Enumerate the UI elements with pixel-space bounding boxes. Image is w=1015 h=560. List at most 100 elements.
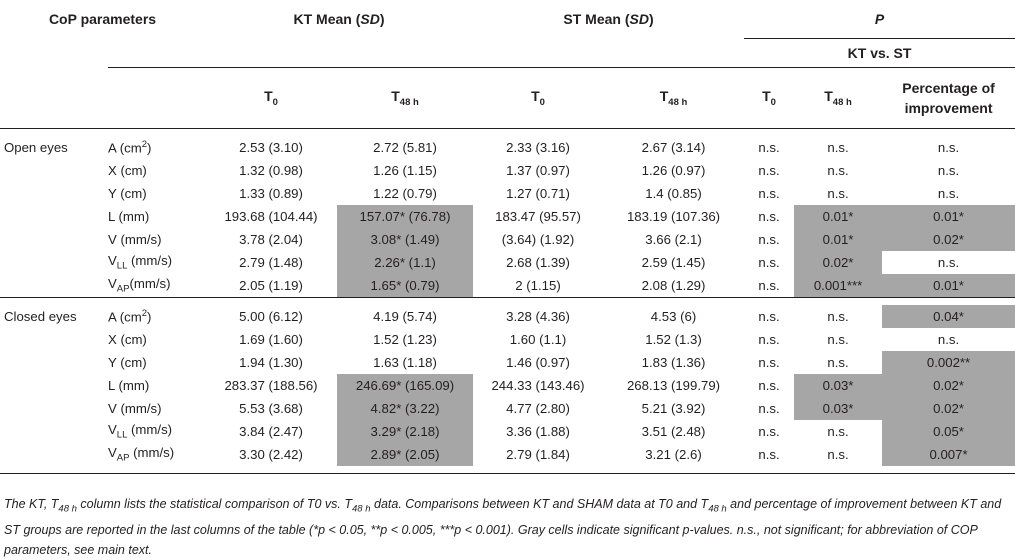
- cell-pct: 0.02*: [882, 228, 1015, 251]
- cell-kt-t0: 3.78 (2.04): [239, 232, 303, 247]
- table-row: X (cm) 1.32 (0.98) 1.26 (1.15) 1.37 (0.97) 1…: [0, 159, 1015, 182]
- table-row: VAP (mm/s) 3.30 (2.42) 2.89* (2.05) 2.79 (1…: [0, 443, 1015, 466]
- cell-kt-t48: 3.08* (1.49): [337, 228, 474, 251]
- cell-p-t48: n.s.: [827, 447, 849, 462]
- cell-p-t0: n.s.: [758, 401, 780, 416]
- cell-p-t0: n.s.: [758, 232, 780, 247]
- cell-pct: n.s.: [937, 255, 960, 270]
- cell-st-t0: 1.60 (1.1): [509, 332, 567, 347]
- header-percentage-improvement: Percentage of improvement: [882, 67, 1015, 129]
- cell-kt-t0: 1.33 (0.89): [239, 186, 303, 201]
- cell-st-t48: 1.83 (1.36): [641, 355, 706, 370]
- cell-kt-t48: 3.29* (2.18): [337, 420, 474, 443]
- parameter-label: L (mm): [108, 378, 150, 393]
- parameter-label: VAP(mm/s): [108, 276, 171, 295]
- cell-p-t0: n.s.: [758, 309, 780, 324]
- group-label: [0, 397, 108, 420]
- cell-p-t48: 0.01*: [794, 228, 883, 251]
- cell-kt-t0: 1.69 (1.60): [239, 332, 303, 347]
- cell-pct: 0.04*: [882, 305, 1015, 328]
- group-label: Open eyes: [4, 140, 68, 155]
- cell-st-t48: 2.08 (1.29): [641, 278, 706, 293]
- header-st-mean: ST Mean (SD): [563, 11, 654, 28]
- cell-st-t0: 2 (1.15): [515, 278, 561, 293]
- group-label: [0, 182, 108, 205]
- parameter-label: V (mm/s): [108, 401, 162, 416]
- cell-st-t0: 2.79 (1.84): [506, 447, 570, 462]
- table-row: X (cm) 1.69 (1.60) 1.52 (1.23) 1.60 (1.1) 1.…: [0, 328, 1015, 351]
- cell-st-t48: 183.19 (107.36): [626, 209, 721, 224]
- header-kt-t0: T0: [205, 67, 338, 129]
- cell-st-t0: 244.33 (143.46): [491, 378, 585, 393]
- parameter-label: VAP (mm/s): [108, 445, 175, 464]
- group-label: Closed eyes: [4, 309, 77, 324]
- group-label: [0, 274, 108, 298]
- cell-st-t0: 2.33 (3.16): [506, 140, 570, 155]
- cell-kt-t0: 3.84 (2.47): [239, 424, 303, 439]
- cell-st-t0: 3.28 (4.36): [506, 309, 570, 324]
- cell-st-t0: 3.36 (1.88): [506, 424, 570, 439]
- cell-kt-t48: 4.19 (5.74): [373, 309, 437, 324]
- cell-kt-t48: 2.26* (1.1): [337, 251, 474, 274]
- cell-st-t48: 3.21 (2.6): [645, 447, 702, 462]
- cell-p-t0: n.s.: [758, 447, 780, 462]
- cell-p-t0: n.s.: [758, 332, 780, 347]
- cell-kt-t0: 5.53 (3.68): [239, 401, 303, 416]
- table-row: L (mm) 283.37 (188.56) 246.69* (165.09) 244…: [0, 374, 1015, 397]
- cell-st-t48: 1.26 (0.97): [641, 163, 706, 178]
- header-kt-vs-st: KT vs. ST: [744, 38, 1015, 68]
- cell-kt-t48: 1.63 (1.18): [373, 355, 437, 370]
- cell-pct: n.s.: [937, 332, 960, 347]
- header-p: P: [744, 0, 1015, 39]
- table-row: Closed eyes A (cm2) 5.00 (6.12) 4.19 (5.74)…: [0, 305, 1015, 328]
- cell-pct: n.s.: [937, 186, 960, 201]
- parameter-label: A (cm2): [108, 139, 152, 156]
- cell-st-t48: 268.13 (199.79): [626, 378, 721, 393]
- cell-pct: n.s.: [937, 140, 960, 155]
- group-label: [0, 328, 108, 351]
- cell-kt-t0: 5.00 (6.12): [239, 309, 303, 324]
- cell-pct: 0.01*: [882, 274, 1015, 298]
- group-label: [0, 251, 108, 274]
- cell-pct: 0.02*: [882, 397, 1015, 420]
- cell-kt-t0: 2.79 (1.48): [239, 255, 303, 270]
- cell-st-t48: 1.4 (0.85): [645, 186, 702, 201]
- cell-st-t48: 2.67 (3.14): [641, 140, 706, 155]
- cell-kt-t48: 2.89* (2.05): [337, 443, 474, 466]
- header-kt-mean: KT Mean (SD): [293, 11, 385, 28]
- parameter-label: Y (cm): [108, 355, 147, 370]
- cell-p-t48: 0.001***: [794, 274, 883, 298]
- cell-p-t48: n.s.: [827, 140, 849, 155]
- cell-p-t0: n.s.: [758, 163, 780, 178]
- cell-p-t48: 0.01*: [794, 205, 883, 228]
- parameter-label: X (cm): [108, 163, 147, 178]
- header-cop-parameters: CoP parameters: [48, 11, 157, 28]
- group-label: [0, 443, 108, 466]
- table-row: Y (cm) 1.33 (0.89) 1.22 (0.79) 1.27 (0.71) 1…: [0, 182, 1015, 205]
- cell-st-t0: 2.68 (1.39): [506, 255, 570, 270]
- cell-kt-t48: 157.07* (76.78): [337, 205, 474, 228]
- parameter-label: V (mm/s): [108, 232, 162, 247]
- cell-kt-t0: 3.30 (2.42): [239, 447, 303, 462]
- parameter-label: VLL (mm/s): [108, 253, 173, 272]
- cell-st-t0: 1.27 (0.71): [506, 186, 570, 201]
- header-p-t0: T0: [744, 67, 795, 129]
- cell-kt-t0: 1.94 (1.30): [239, 355, 303, 370]
- cell-kt-t48: 246.69* (165.09): [337, 374, 474, 397]
- header-kt-t48: T48 h: [337, 67, 474, 129]
- header-p-t48: T48 h: [794, 67, 883, 129]
- cell-p-t48: n.s.: [827, 332, 849, 347]
- cell-p-t0: n.s.: [758, 378, 780, 393]
- cell-st-t48: 4.53 (6): [650, 309, 697, 324]
- cell-kt-t0: 1.32 (0.98): [239, 163, 303, 178]
- cell-pct: 0.02*: [882, 374, 1015, 397]
- parameter-label: Y (cm): [108, 186, 147, 201]
- cell-pct: 0.05*: [882, 420, 1015, 443]
- cell-kt-t48: 1.26 (1.15): [373, 163, 437, 178]
- cell-st-t0: 4.77 (2.80): [506, 401, 570, 416]
- table-caption: The KT, T48 h column lists the statistic…: [4, 497, 1002, 557]
- table-body: Open eyes A (cm2) 2.53 (3.10) 2.72 (5.81) 2.…: [0, 129, 1015, 474]
- cell-p-t48: 0.02*: [794, 251, 883, 274]
- cell-st-t0: 1.37 (0.97): [506, 163, 570, 178]
- cell-p-t48: 0.03*: [794, 374, 883, 397]
